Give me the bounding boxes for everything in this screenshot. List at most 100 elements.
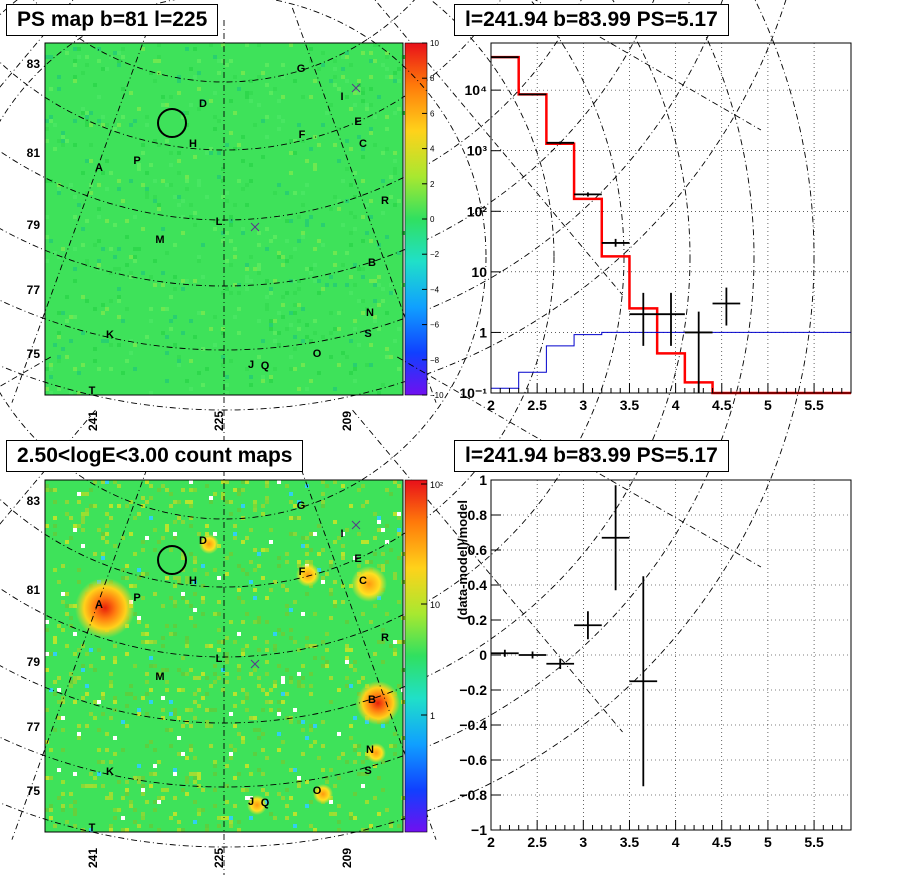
map-pixel — [201, 275, 205, 279]
map-pixel — [389, 175, 393, 179]
map-pixel — [321, 63, 325, 67]
map-pixel — [149, 700, 153, 704]
map-pixel — [193, 800, 197, 804]
map-pixel — [265, 792, 269, 796]
map-pixel — [385, 311, 389, 315]
map-pixel — [353, 215, 357, 219]
map-pixel — [229, 263, 233, 267]
map-pixel — [57, 624, 61, 628]
map-pixel — [173, 243, 177, 247]
map-pixel — [161, 636, 165, 640]
map-pixel — [177, 79, 181, 83]
map-pixel — [137, 167, 141, 171]
map-pixel — [189, 616, 193, 620]
map-pixel — [213, 764, 217, 768]
source-label-A: A — [95, 599, 103, 611]
map-pixel — [329, 588, 333, 592]
map-pixel — [65, 51, 69, 55]
map-pixel — [373, 283, 377, 287]
map-pixel — [265, 692, 269, 696]
map-pixel — [365, 800, 369, 804]
map-pixel — [45, 235, 49, 239]
map-pixel — [229, 752, 233, 756]
colorbar-label: −8 — [430, 356, 440, 365]
map-pixel — [257, 319, 261, 323]
map-pixel — [173, 532, 177, 536]
map-pixel — [369, 131, 373, 135]
map-pixel — [397, 824, 401, 828]
map-pixel — [157, 203, 161, 207]
map-pixel — [57, 187, 61, 191]
map-pixel — [137, 708, 141, 712]
map-pixel — [209, 335, 213, 339]
map-pixel — [261, 379, 265, 383]
step-series — [491, 331, 851, 389]
map-pixel — [385, 355, 389, 359]
source-label-B: B — [368, 694, 376, 706]
map-pixel — [125, 576, 129, 580]
map-pixel — [201, 311, 205, 315]
map-pixel — [105, 67, 109, 71]
map-pixel — [241, 504, 245, 508]
map-pixel — [317, 279, 321, 283]
map-pixel — [73, 47, 77, 51]
map-pixel — [273, 632, 277, 636]
map-pixel — [201, 99, 205, 103]
map-pixel — [333, 540, 337, 544]
map-pixel — [217, 600, 221, 604]
map-pixel — [113, 267, 117, 271]
map-pixel — [329, 311, 333, 315]
map-pixel — [153, 764, 157, 768]
map-pixel — [381, 299, 385, 303]
map-pixel — [373, 536, 377, 540]
map-pixel — [353, 748, 357, 752]
map-pixel — [245, 612, 249, 616]
map-pixel — [145, 536, 149, 540]
map-pixel — [377, 528, 381, 532]
map-pixel — [321, 51, 325, 55]
map-pixel — [281, 315, 285, 319]
map-pixel — [93, 716, 97, 720]
map-pixel — [329, 700, 333, 704]
map-pixel — [313, 319, 317, 323]
map-pixel — [329, 79, 333, 83]
lat-tick-label: 75 — [27, 347, 41, 361]
map-pixel — [65, 612, 69, 616]
plot-frame — [490, 42, 852, 394]
map-pixel — [237, 732, 241, 736]
map-pixel — [45, 335, 49, 339]
counts-map-title: 2.50<logE<3.00 count maps — [6, 440, 304, 472]
map-pixel — [97, 728, 101, 732]
map-pixel — [329, 275, 333, 279]
map-pixel — [357, 135, 361, 139]
map-pixel — [293, 640, 297, 644]
map-pixel — [177, 151, 181, 155]
map-pixel — [261, 267, 265, 271]
map-pixel — [341, 263, 345, 267]
map-pixel — [301, 387, 305, 391]
map-pixel — [233, 255, 237, 259]
map-pixel — [141, 151, 145, 155]
map-pixel — [77, 724, 81, 728]
map-pixel — [249, 79, 253, 83]
lon-tick-label: 209 — [340, 411, 354, 431]
map-pixel — [69, 391, 73, 395]
map-pixel — [73, 524, 77, 528]
map-pixel — [277, 564, 281, 568]
map-pixel — [245, 263, 249, 267]
map-pixel — [301, 544, 305, 548]
map-pixel — [277, 127, 281, 131]
map-pixel — [225, 816, 229, 820]
map-pixel — [353, 171, 357, 175]
map-pixel — [369, 215, 373, 219]
map-pixel — [337, 199, 341, 203]
map-pixel — [385, 115, 389, 119]
map-pixel — [333, 283, 337, 287]
map-pixel — [345, 676, 349, 680]
map-pixel — [213, 227, 217, 231]
map-pixel — [277, 664, 281, 668]
map-pixel — [213, 664, 217, 668]
map-pixel — [265, 227, 269, 231]
map-pixel — [177, 668, 181, 672]
map-pixel — [181, 287, 185, 291]
